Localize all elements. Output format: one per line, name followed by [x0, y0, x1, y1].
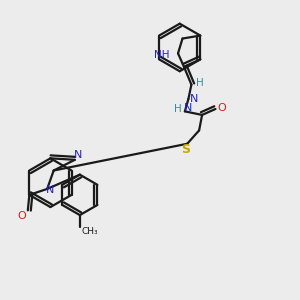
Text: CH₃: CH₃ [81, 227, 98, 236]
Text: O: O [217, 103, 226, 113]
Text: S: S [181, 142, 190, 156]
Text: O: O [17, 211, 26, 221]
Text: H: H [174, 104, 182, 114]
Text: N: N [190, 94, 199, 104]
Text: N: N [46, 185, 54, 195]
Text: N: N [74, 150, 82, 160]
Text: NH: NH [154, 50, 169, 60]
Text: H: H [196, 78, 204, 88]
Text: N: N [184, 103, 192, 113]
